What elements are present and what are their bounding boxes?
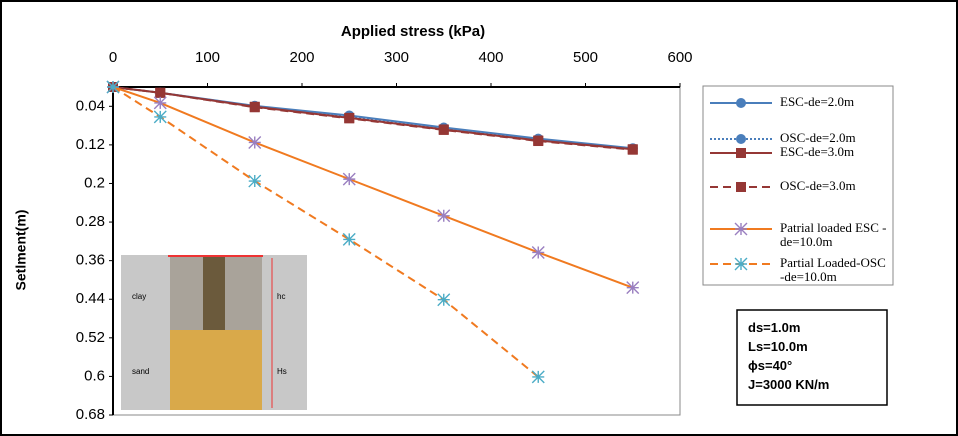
legend-label: ESC-de=3.0m bbox=[780, 144, 855, 159]
y-tick-label: 0.6 bbox=[84, 367, 105, 384]
legend-label: OSC-de=2.0m bbox=[780, 130, 856, 145]
marker bbox=[153, 110, 167, 124]
series-line bbox=[112, 86, 539, 378]
y-tick-label: 0.12 bbox=[76, 136, 105, 153]
column bbox=[203, 257, 225, 330]
x-tick-label: 100 bbox=[195, 49, 220, 66]
inset-label: sand bbox=[132, 367, 149, 376]
legend-marker bbox=[734, 222, 748, 236]
legend-marker bbox=[734, 257, 748, 271]
y-tick-label: 0.52 bbox=[76, 329, 105, 346]
sand-layer bbox=[170, 330, 262, 410]
x-tick-label: 400 bbox=[478, 49, 503, 66]
info-text: Ls=10.0m bbox=[748, 339, 808, 354]
marker bbox=[531, 245, 545, 259]
y-tick-label: 0.04 bbox=[76, 97, 105, 114]
inset: clay hc sand Hs bbox=[121, 255, 307, 410]
y-tick-label: 0.36 bbox=[76, 252, 105, 269]
y-tick-label: 0.2 bbox=[84, 174, 105, 191]
marker bbox=[342, 232, 356, 246]
y-axis-label: Setlment(m) bbox=[13, 210, 29, 291]
info-text: ϕs=40° bbox=[748, 358, 793, 373]
inset-label: Hs bbox=[277, 367, 287, 376]
legend-marker bbox=[736, 98, 746, 108]
marker bbox=[438, 124, 449, 135]
chart-title: Applied stress (kPa) bbox=[341, 23, 485, 40]
legend-label: ESC-de=2.0m bbox=[780, 94, 855, 109]
x-tick-label: 0 bbox=[109, 49, 117, 66]
legend-marker bbox=[736, 148, 746, 158]
marker bbox=[437, 209, 451, 223]
legend-label: Patrial loaded ESC -de=10.0m bbox=[780, 220, 887, 249]
y-tick-label: 0.28 bbox=[76, 213, 105, 230]
marker bbox=[248, 174, 262, 188]
x-tick-label: 500 bbox=[573, 49, 598, 66]
legend-label: OSC-de=3.0m bbox=[780, 178, 856, 193]
marker bbox=[531, 370, 545, 384]
legend-box bbox=[702, 85, 894, 286]
marker bbox=[626, 281, 640, 295]
marker bbox=[342, 172, 356, 186]
inset-label: clay bbox=[132, 292, 146, 301]
marker bbox=[533, 136, 544, 147]
marker bbox=[627, 144, 638, 155]
marker bbox=[248, 135, 262, 149]
inset-label: hc bbox=[277, 292, 285, 301]
legend-label: Partial Loaded-OSC -de=10.0m bbox=[780, 255, 886, 284]
info-text: ds=1.0m bbox=[748, 320, 801, 335]
marker bbox=[437, 293, 451, 307]
marker bbox=[106, 80, 120, 94]
marker bbox=[155, 87, 166, 98]
marker bbox=[249, 102, 260, 113]
info-box bbox=[736, 309, 888, 406]
y-tick-label: 0.44 bbox=[76, 290, 105, 307]
legend-marker bbox=[736, 182, 746, 192]
x-tick-label: 200 bbox=[289, 49, 314, 66]
legend-marker bbox=[736, 134, 746, 144]
marker bbox=[153, 96, 167, 110]
series-line bbox=[112, 86, 633, 150]
y-tick-label: 0.68 bbox=[76, 406, 105, 423]
x-tick-label: 300 bbox=[384, 49, 409, 66]
marker bbox=[344, 113, 355, 124]
info-text: J=3000 KN/m bbox=[748, 377, 830, 392]
x-tick-label: 600 bbox=[667, 49, 692, 66]
